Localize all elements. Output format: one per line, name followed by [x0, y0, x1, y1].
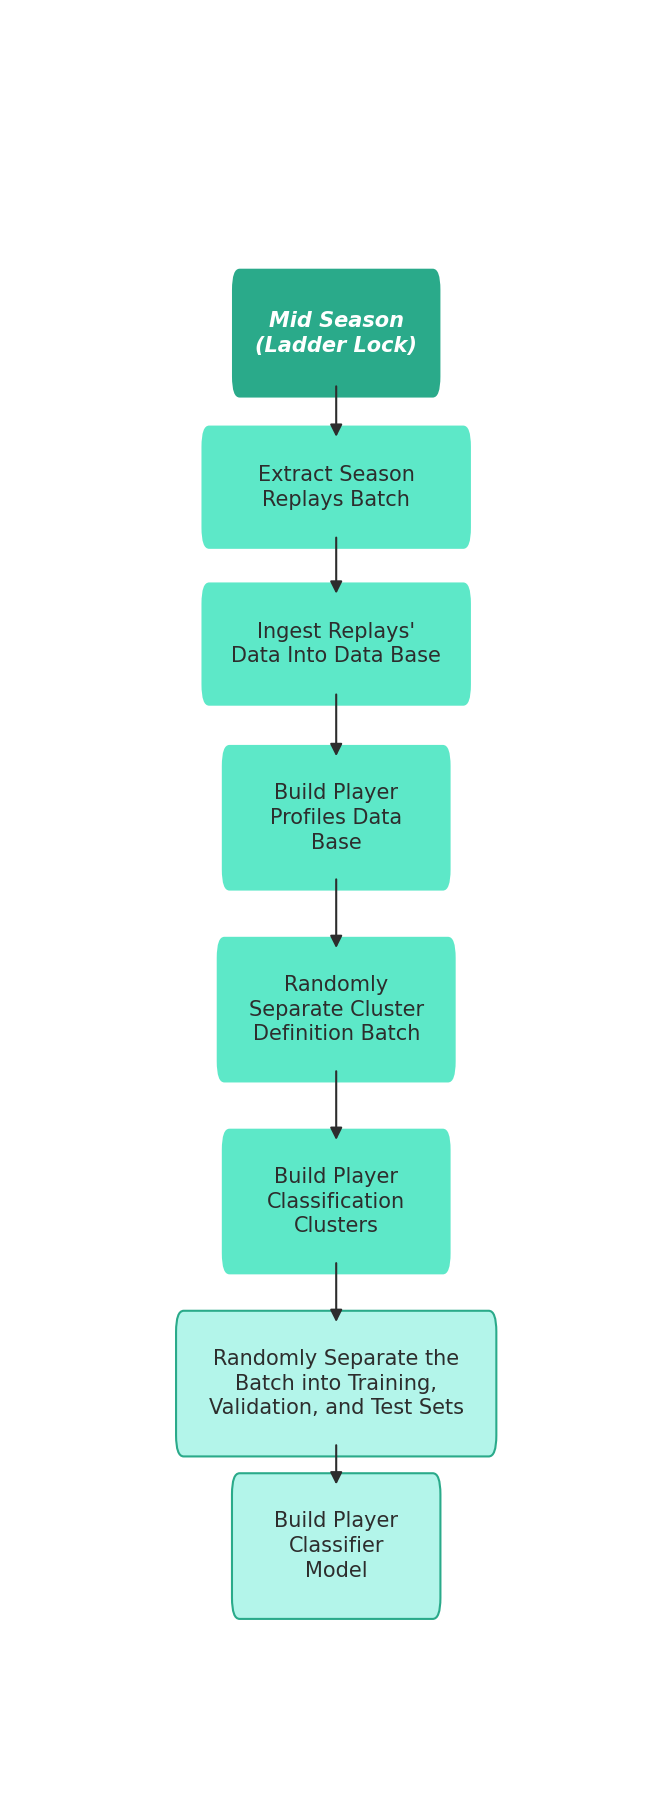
- FancyBboxPatch shape: [201, 582, 471, 706]
- Text: Extract Season
Replays Batch: Extract Season Replays Batch: [258, 466, 415, 509]
- FancyBboxPatch shape: [176, 1311, 497, 1457]
- FancyBboxPatch shape: [232, 1473, 440, 1619]
- FancyBboxPatch shape: [222, 746, 451, 891]
- Text: Build Player
Classifier
Model: Build Player Classifier Model: [274, 1512, 398, 1581]
- Text: Ingest Replays'
Data Into Data Base: Ingest Replays' Data Into Data Base: [232, 622, 441, 666]
- FancyBboxPatch shape: [222, 1128, 451, 1275]
- FancyBboxPatch shape: [216, 937, 456, 1082]
- Text: Build Player
Profiles Data
Base: Build Player Profiles Data Base: [270, 782, 402, 853]
- FancyBboxPatch shape: [232, 269, 440, 398]
- Text: Randomly Separate the
Batch into Training,
Validation, and Test Sets: Randomly Separate the Batch into Trainin…: [209, 1350, 464, 1419]
- Text: Build Player
Classification
Clusters: Build Player Classification Clusters: [267, 1166, 405, 1237]
- FancyBboxPatch shape: [201, 426, 471, 549]
- Text: Randomly
Separate Cluster
Definition Batch: Randomly Separate Cluster Definition Bat…: [249, 975, 424, 1044]
- Text: Mid Season
(Ladder Lock): Mid Season (Ladder Lock): [255, 311, 417, 355]
